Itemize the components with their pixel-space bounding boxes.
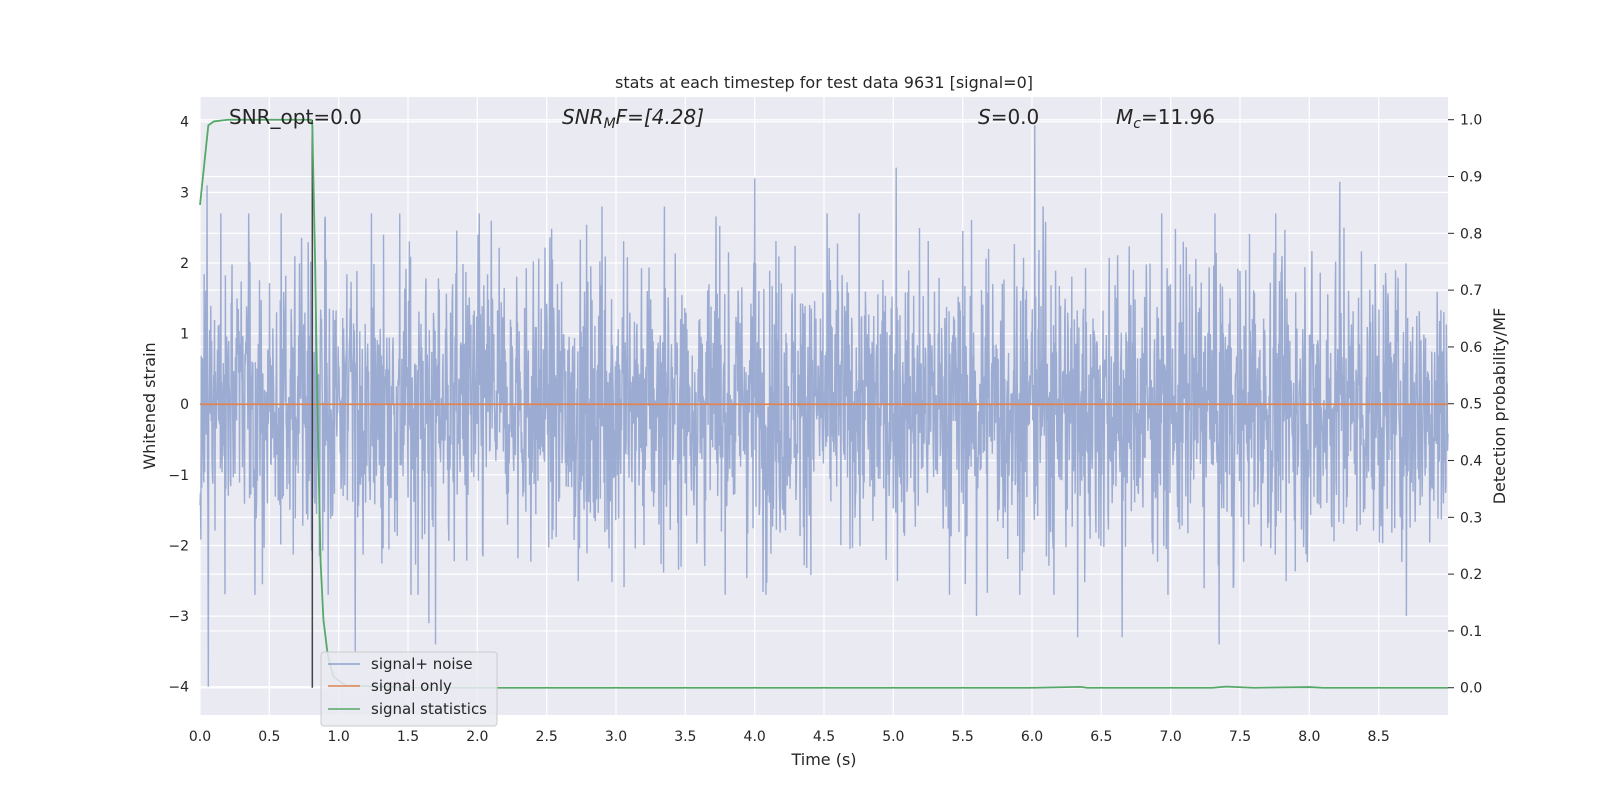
legend: signal+ noise signal only signal statist… <box>320 651 498 727</box>
x-tick-label: 5.5 <box>952 729 974 745</box>
y-tick-labels: 4 3 2 1 0 −1 −2 −3 −4 <box>168 115 189 696</box>
y2-axis-label: Detection probability/MF <box>1490 308 1509 505</box>
x-tick-label: 6.0 <box>1021 729 1043 745</box>
x-tick-label: 3.5 <box>674 729 696 745</box>
annotation-mc: Mc=11.96 <box>1116 105 1215 132</box>
y-tick-label: −3 <box>168 609 189 625</box>
y2-tick-label: 0.9 <box>1460 170 1482 186</box>
annotation-snr-mf: SNRMF=[4.28] <box>562 105 704 132</box>
y-tick-label: 0 <box>180 397 189 413</box>
x-tick-label: 1.0 <box>328 729 350 745</box>
x-tick-label: 4.0 <box>744 729 766 745</box>
y2-tick-label: 0.8 <box>1460 226 1482 242</box>
snr-mf-rest: F=[4.28] <box>616 105 704 129</box>
y2-tick-label: 0.4 <box>1460 454 1482 470</box>
annotation-s: S=0.0 <box>978 105 1039 129</box>
y2-tick-label: 0.6 <box>1460 340 1482 356</box>
legend-label-noise: signal+ noise <box>371 655 473 673</box>
mc-base: M <box>1116 105 1133 129</box>
mc-sub: c <box>1133 116 1141 132</box>
y-tick-label: 2 <box>180 256 189 272</box>
y-axis-label: Whitened strain <box>140 342 159 469</box>
y-tick-label: 4 <box>180 115 189 131</box>
y-tick-label: −2 <box>168 538 189 554</box>
x-tick-label: 7.5 <box>1229 729 1251 745</box>
mc-rest: =11.96 <box>1141 105 1215 129</box>
x-tick-label: 8.0 <box>1298 729 1320 745</box>
y2-tick-label: 1.0 <box>1460 113 1482 129</box>
y2-tick-label: 0.0 <box>1460 681 1482 697</box>
x-tick-label: 4.5 <box>813 729 835 745</box>
y-tick-label: −1 <box>168 468 189 484</box>
x-tick-label: 8.5 <box>1368 729 1390 745</box>
s-label: S <box>978 105 991 129</box>
x-tick-label: 2.5 <box>536 729 558 745</box>
annotation-snr-opt: SNR_opt=0.0 <box>229 105 362 129</box>
x-tick-label: 2.0 <box>466 729 488 745</box>
x-tick-label: 0.5 <box>258 729 280 745</box>
x-tick-label: 1.5 <box>397 729 419 745</box>
x-tick-label: 5.0 <box>882 729 904 745</box>
legend-label-stats: signal statistics <box>371 700 487 718</box>
y-tick-label: −4 <box>168 680 189 696</box>
chart-title: stats at each timestep for test data 963… <box>615 73 1033 92</box>
noise-series <box>199 125 1449 687</box>
y2-tick-label: 0.1 <box>1460 624 1482 640</box>
y2-tick-labels: 1.0 0.9 0.8 0.7 0.6 0.5 0.4 0.3 0.2 0.1 0.0 <box>1448 113 1482 697</box>
x-tick-label: 3.0 <box>605 729 627 745</box>
x-axis-label: Time (s) <box>790 750 856 769</box>
legend-label-signal: signal only <box>371 677 452 695</box>
snr-mf-base: SNR <box>562 105 604 129</box>
y-tick-label: 3 <box>180 185 189 201</box>
s-rest: =0.0 <box>991 105 1040 129</box>
y2-tick-label: 0.2 <box>1460 567 1482 583</box>
y2-tick-label: 0.3 <box>1460 510 1482 526</box>
legend-box <box>320 651 498 727</box>
x-tick-labels: 0.0 0.5 1.0 1.5 2.0 2.5 3.0 3.5 4.0 4.5 5.0 5.5 6.0 6… <box>189 729 1390 745</box>
x-tick-label: 7.0 <box>1160 729 1182 745</box>
y-tick-label: 1 <box>180 327 189 343</box>
y2-tick-label: 0.7 <box>1460 283 1482 299</box>
series-signal-noise-line <box>199 125 1449 687</box>
snr-mf-sub: M <box>604 116 616 132</box>
x-tick-label: 6.5 <box>1090 729 1112 745</box>
y2-tick-label: 0.5 <box>1460 397 1482 413</box>
x-tick-label: 0.0 <box>189 729 211 745</box>
